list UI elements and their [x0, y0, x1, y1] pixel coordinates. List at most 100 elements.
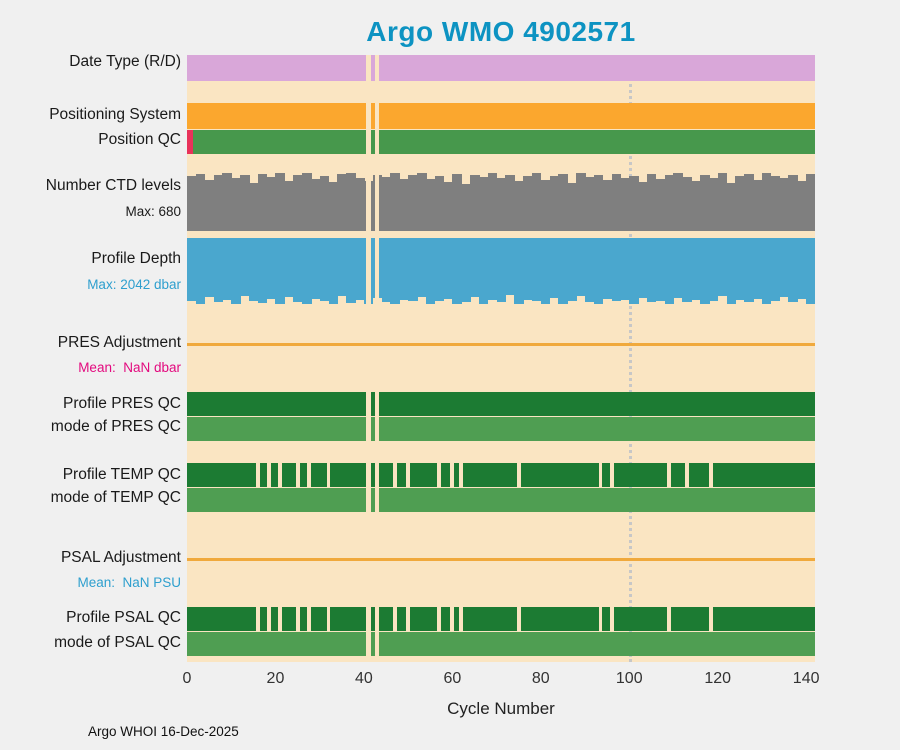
level-bar	[806, 238, 815, 304]
level-bar	[700, 238, 710, 304]
level-bar	[275, 238, 285, 304]
level-bar	[664, 174, 675, 231]
band-gap	[374, 417, 380, 441]
band-gap	[366, 632, 371, 656]
x-axis-label: Cycle Number	[447, 699, 555, 718]
row-positioning-system	[187, 103, 815, 129]
level-bar	[408, 175, 418, 231]
row-label-mode-psal-qc: mode of PSAL QC	[54, 634, 181, 651]
level-bar	[310, 238, 321, 300]
level-bar	[213, 238, 224, 303]
level-bar	[620, 178, 630, 231]
band-gap	[406, 463, 411, 487]
band-gap	[516, 463, 521, 487]
level-bar	[266, 238, 277, 300]
level-bar	[266, 177, 277, 231]
level-bar	[257, 174, 268, 231]
level-bar	[425, 238, 436, 304]
row-profile-temp-qc	[187, 463, 815, 487]
level-bar	[646, 174, 657, 231]
level-bar	[620, 238, 630, 300]
band-gap	[366, 130, 371, 154]
level-bar	[319, 175, 330, 231]
level-bar	[549, 238, 560, 299]
level-bar	[797, 238, 807, 300]
level-bar	[195, 238, 206, 304]
band-gap	[266, 463, 271, 487]
level-bar	[540, 179, 551, 231]
band-gap	[374, 173, 380, 231]
row-label-ctd-levels: Number CTD levels	[45, 177, 181, 194]
band-gap	[374, 632, 380, 656]
level-bar	[779, 178, 790, 231]
level-bar	[381, 238, 392, 303]
level-bar	[222, 238, 232, 301]
level-bar	[744, 174, 754, 231]
level-bar	[717, 238, 728, 296]
level-bar	[531, 238, 542, 302]
level-bar	[593, 238, 604, 304]
level-bar	[753, 179, 763, 231]
row-sublabel-psal-adjustment: Mean: NaN PSU	[77, 575, 181, 590]
row-label-positioning-system: Positioning System	[49, 106, 181, 123]
level-bar	[496, 178, 507, 231]
band-gap	[366, 392, 371, 416]
plot-area	[187, 55, 815, 662]
level-bar	[337, 238, 347, 296]
band-gap	[366, 173, 371, 231]
band-gap	[266, 607, 271, 631]
row-profile-depth	[187, 238, 815, 304]
level-bar	[381, 176, 392, 231]
band-gap	[667, 463, 672, 487]
band-gap	[598, 607, 603, 631]
band-gap	[366, 238, 371, 304]
level-bar	[187, 238, 197, 302]
qc-flag-mark	[187, 130, 193, 154]
level-bar	[257, 238, 268, 304]
band-gap	[459, 463, 464, 487]
x-tick-label: 140	[792, 670, 820, 687]
level-bar	[797, 180, 807, 231]
level-bar	[585, 238, 595, 302]
level-bar	[452, 238, 462, 304]
level-bar	[585, 177, 595, 231]
level-bar	[779, 238, 790, 297]
band-gap	[450, 607, 455, 631]
level-bar	[425, 178, 436, 231]
level-bar	[355, 238, 365, 300]
level-bar	[708, 178, 719, 231]
band-gap	[516, 607, 521, 631]
level-bar	[231, 178, 241, 231]
level-bar	[416, 173, 427, 231]
level-bar	[204, 180, 215, 231]
level-bar	[593, 175, 604, 231]
level-bar	[478, 238, 489, 304]
level-bar	[487, 173, 498, 231]
level-bar	[399, 179, 409, 231]
x-tick-label: 80	[531, 670, 550, 687]
level-bar	[629, 238, 639, 304]
band-gap	[437, 607, 442, 631]
level-bar	[531, 173, 542, 231]
row-label-psal-adjustment: PSAL Adjustment	[60, 549, 181, 566]
level-bar	[602, 238, 613, 300]
row-label-profile-temp-qc: Profile TEMP QC	[62, 466, 181, 483]
level-bar	[204, 238, 215, 298]
level-bar	[213, 174, 224, 231]
level-bar	[461, 238, 471, 302]
row-ctd-levels	[187, 173, 815, 231]
level-bar	[514, 180, 524, 231]
level-bar	[567, 238, 577, 301]
band-gap	[374, 607, 380, 631]
level-bar	[567, 182, 577, 231]
level-bar	[629, 175, 639, 231]
row-sublabel-profile-depth: Max: 2042 dbar	[87, 277, 181, 292]
band-gap	[598, 463, 603, 487]
level-bar	[461, 183, 471, 231]
row-label-profile-depth: Profile Depth	[91, 250, 181, 267]
band-gap	[609, 463, 614, 487]
band-gap	[366, 103, 371, 129]
band-gap	[366, 463, 371, 487]
level-bar	[505, 174, 515, 231]
band-gap	[366, 607, 371, 631]
